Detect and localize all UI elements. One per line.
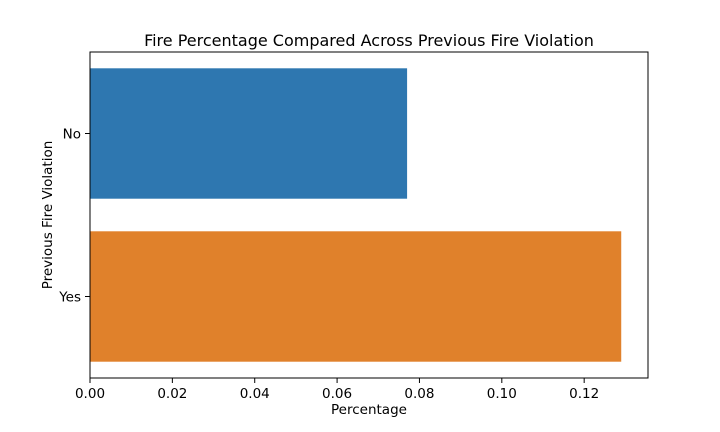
y-tick-label: No [63,127,81,143]
plot-frame [89,51,649,379]
x-axis-label: Percentage [331,402,407,418]
x-tick-label: 0.02 [157,386,187,402]
x-tick-label: 0.10 [487,386,517,402]
bar-yes [90,231,622,362]
x-tick-label: 0.12 [569,386,599,402]
x-tick-label: 0.06 [322,386,352,402]
bar-no [90,68,408,199]
x-tick-label: 0.04 [240,386,270,402]
y-tick-label: Yes [58,290,81,306]
chart-title: Fire Percentage Compared Across Previous… [144,31,594,50]
x-tick-label: 0.08 [404,386,434,402]
y-axis-label: Previous Fire Violation [40,141,56,290]
x-tick-label: 0.00 [75,386,105,402]
